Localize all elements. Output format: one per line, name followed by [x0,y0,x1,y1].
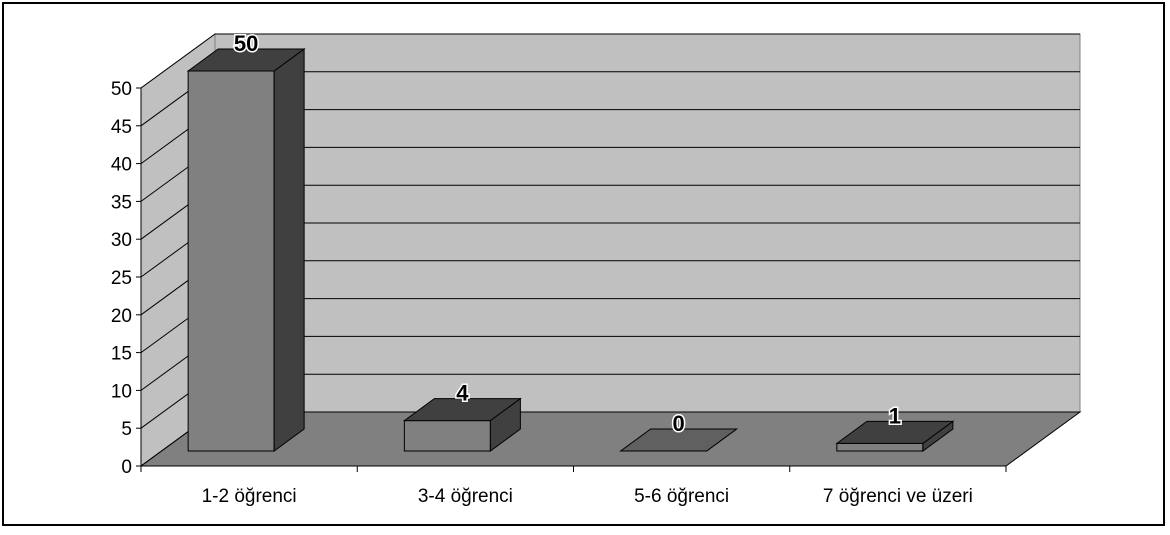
x-category-label: 5-6 öğrenci [634,486,729,507]
y-tick-label: 15 [111,344,132,365]
y-tick-label: 50 [111,79,132,100]
chart-frame: 0 5 10 15 20 25 30 35 40 45 50 50 1-2 öğrenci 4 3-4 öğ… [2,2,1165,526]
data-label: 0 [673,411,685,436]
bar-front [403,420,491,452]
gridline-side [140,33,216,89]
y-tick-label: 35 [111,192,132,213]
y-tick-label: 25 [111,268,132,289]
y-tick-label: 20 [111,306,132,327]
bar-top [186,48,306,72]
bar-top [619,428,739,452]
y-tick-label: 45 [111,117,132,138]
y-tick-label: 5 [121,419,132,440]
bar-top [402,398,522,422]
x-category-label: 1-2 öğrenci [202,486,297,507]
y-tick-label: 30 [111,230,132,251]
data-label: 4 [456,381,469,406]
bar-side [273,48,305,452]
x-category-label: 3-4 öğrenci [418,486,513,507]
y-tick-label: 40 [111,155,132,176]
bar-front [187,70,275,452]
bar-top [835,420,955,444]
x-category-label: 7 öğrenci ve üzeri [823,486,973,507]
y-tick-label: 10 [111,381,132,402]
data-label: 50 [234,31,258,56]
bar-front [836,442,924,452]
y-tick-label: 0 [121,457,132,478]
data-label: 1 [889,403,901,428]
